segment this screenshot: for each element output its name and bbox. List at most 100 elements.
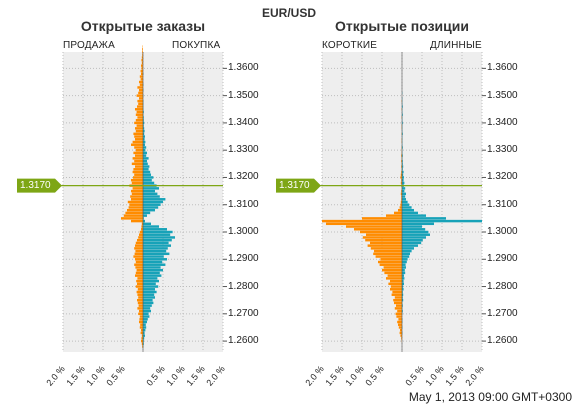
positions-short-label: КОРОТКИЕ	[322, 40, 378, 51]
bar-left	[401, 198, 402, 201]
bar-left	[400, 203, 402, 206]
bar-left	[367, 244, 402, 247]
price-tick-label: 1.3500	[487, 89, 518, 101]
bar-right	[143, 159, 147, 163]
bar-left	[138, 236, 143, 239]
bar-right	[143, 258, 167, 261]
bar-right	[143, 135, 145, 138]
bar-right	[143, 181, 155, 185]
bar-right	[143, 238, 172, 242]
bar-right	[143, 342, 144, 346]
bar-right	[143, 268, 163, 272]
bar-left	[133, 168, 143, 171]
bar-left	[140, 78, 143, 81]
bar-right	[402, 263, 406, 266]
bar-right	[143, 206, 159, 209]
bar-left	[360, 230, 402, 234]
bar-right	[143, 282, 156, 286]
current-price-tag	[17, 178, 62, 193]
bar-left	[139, 315, 143, 318]
bar-left	[395, 312, 402, 316]
bar-right	[402, 247, 414, 250]
bar-right	[143, 301, 154, 305]
bar-right	[402, 187, 406, 190]
bar-left	[132, 157, 143, 160]
bar-left	[131, 198, 143, 201]
bar-left	[132, 140, 143, 144]
bar-left	[135, 249, 143, 253]
bar-right	[402, 154, 403, 157]
bar-left	[134, 146, 143, 149]
bar-right	[402, 206, 412, 209]
bar-left	[137, 116, 143, 119]
bar-left	[135, 154, 143, 157]
bar-right	[402, 268, 405, 272]
bar-right	[143, 328, 146, 332]
bar-left	[128, 206, 143, 209]
bar-right	[402, 274, 404, 277]
bar-left	[125, 211, 143, 215]
bar-left	[136, 94, 143, 97]
bar-right	[143, 200, 163, 204]
bar-left	[135, 129, 143, 133]
bar-right	[143, 173, 151, 176]
bar-right	[143, 222, 151, 226]
bar-right	[143, 337, 145, 340]
bar-left	[400, 173, 402, 176]
bar-right	[143, 263, 166, 266]
bar-right	[143, 279, 159, 283]
bar-left	[135, 113, 143, 116]
bar-right	[143, 326, 147, 329]
bar-left	[137, 99, 143, 103]
bar-right	[143, 225, 159, 228]
bar-right	[143, 178, 152, 182]
bar-right	[143, 296, 155, 299]
bar-left	[135, 138, 143, 141]
bar-right	[143, 148, 146, 152]
bar-left	[129, 203, 143, 206]
price-tick-label: 1.2800	[228, 280, 259, 292]
bar-right	[143, 121, 145, 125]
bar-left	[141, 56, 143, 59]
bar-left	[142, 345, 143, 348]
bar-right	[143, 162, 148, 166]
bar-left	[397, 309, 402, 313]
bar-right	[143, 274, 162, 277]
bar-left	[141, 339, 143, 343]
current-price-label: 1.3170	[20, 179, 51, 191]
bar-right	[143, 331, 145, 335]
bar-left	[390, 279, 402, 283]
bar-left	[396, 304, 402, 307]
bar-right	[143, 170, 151, 174]
bar-left	[380, 258, 402, 261]
bar-left	[396, 315, 402, 318]
bar-left	[384, 271, 402, 275]
bar-right	[402, 178, 404, 182]
bar-left	[141, 228, 143, 231]
bar-left	[131, 181, 143, 185]
bar-left	[379, 263, 402, 266]
bar-left	[137, 301, 143, 305]
bar-right	[402, 298, 404, 302]
bar-left	[134, 252, 143, 256]
bar-right	[402, 236, 426, 239]
current-price-label: 1.3170	[279, 179, 310, 191]
bar-right	[143, 233, 171, 236]
bar-left	[131, 178, 143, 182]
bar-left	[398, 323, 402, 326]
price-tick-label: 1.3400	[487, 116, 518, 128]
bar-left	[390, 288, 402, 291]
bar-right	[143, 304, 152, 307]
bar-left	[127, 208, 143, 212]
price-tick-label: 1.3100	[228, 198, 259, 210]
bar-left	[134, 247, 143, 250]
bar-left	[138, 296, 143, 299]
bar-right	[402, 225, 422, 228]
bar-right	[402, 230, 429, 234]
bar-right	[402, 214, 426, 217]
bar-right	[143, 307, 151, 310]
bar-left	[131, 189, 143, 193]
bar-right	[402, 304, 403, 307]
bar-right	[402, 165, 404, 168]
bar-right	[143, 214, 147, 217]
